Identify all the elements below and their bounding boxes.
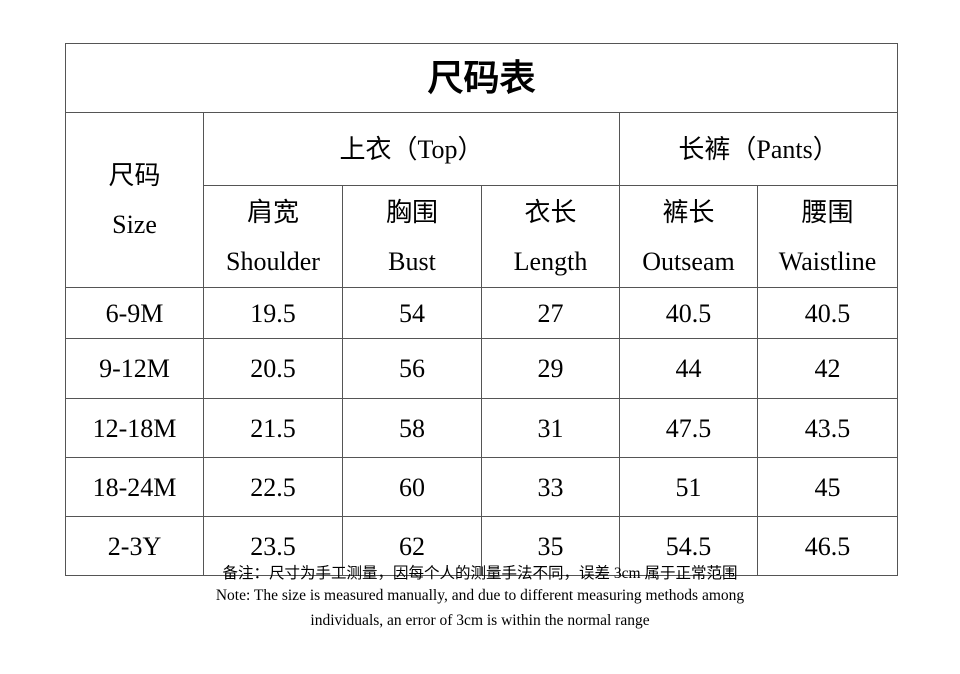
column-header-bust: 胸围 Bust (342, 185, 482, 289)
header-cn: 腰围 (801, 197, 854, 227)
value-cell: 45 (756, 457, 899, 518)
size-chart-table: 尺码表 尺码 Size 上衣（Top） 长裤（Pants） 肩宽 Shoulder … (64, 42, 899, 577)
value-cell: 44 (619, 338, 758, 400)
pants-group-header: 长裤（Pants） (618, 112, 899, 187)
table-row: 18-24M 22.5 60 33 51 45 (65, 457, 899, 518)
note-en-line2: individuals, an error of 3cm is within t… (310, 612, 650, 629)
value-cell: 47.5 (619, 398, 758, 459)
header-en: Outseam (642, 246, 735, 276)
header-en: Bust (388, 246, 436, 276)
value-cell: 46.5 (756, 516, 899, 577)
size-cell: 18-24M (65, 457, 204, 518)
header-cn: 肩宽 (246, 197, 299, 227)
value-cell: 20.5 (203, 338, 343, 400)
size-header: 尺码 Size (65, 112, 204, 289)
value-cell: 54.5 (619, 516, 758, 577)
note-cn: 备注：尺寸为手工测量，因每个人的测量手法不同，误差 3cm 属于正常范围 (222, 565, 738, 582)
column-header-outseam: 裤长 Outseam (619, 185, 758, 289)
value-cell: 51 (619, 457, 758, 518)
column-header-shoulder: 肩宽 Shoulder (203, 185, 343, 289)
value-cell: 40.5 (756, 287, 899, 340)
column-header-row: 肩宽 Shoulder 胸围 Bust 衣长 Length 裤长 Outseam 腰围 W… (66, 185, 899, 289)
size-cell: 2-3Y (65, 516, 204, 577)
value-cell: 23.5 (203, 516, 343, 577)
top-group-header: 上衣（Top） (203, 112, 620, 187)
value-cell: 21.5 (203, 398, 343, 459)
header-cn: 衣长 (524, 197, 577, 227)
size-cell: 9-12M (65, 338, 204, 400)
value-cell: 56 (342, 338, 482, 400)
value-cell: 33 (481, 457, 620, 518)
column-header-waistline: 腰围 Waistline (756, 185, 899, 289)
value-cell: 27 (481, 287, 620, 340)
header-en: Waistline (778, 246, 877, 276)
value-cell: 22.5 (203, 457, 343, 518)
header-cn: 胸围 (385, 197, 438, 227)
value-cell: 58 (342, 398, 482, 459)
table-row: 12-18M 21.5 58 31 47.5 43.5 (65, 398, 899, 459)
table-row: 9-12M 20.5 56 29 44 42 (65, 338, 899, 400)
value-cell: 35 (481, 516, 620, 577)
value-cell: 29 (481, 338, 620, 400)
table-row: 2-3Y 23.5 62 35 54.5 46.5 (65, 516, 899, 577)
value-cell: 42 (756, 338, 899, 400)
note-en-line1: Note: The size is measured manually, and… (215, 587, 745, 604)
header-cn: 裤长 (662, 197, 715, 227)
table-row: 6-9M 19.5 54 27 40.5 40.5 (65, 287, 899, 340)
value-cell: 40.5 (619, 287, 758, 340)
value-cell: 54 (342, 287, 482, 340)
size-cell: 6-9M (65, 287, 204, 340)
header-en: Length (513, 246, 588, 276)
size-header-en: Size (112, 210, 157, 240)
value-cell: 62 (342, 516, 482, 577)
size-header-cn: 尺码 (108, 161, 161, 190)
header-en: Shoulder (226, 246, 320, 276)
value-cell: 19.5 (203, 287, 343, 340)
value-cell: 43.5 (756, 398, 899, 459)
value-cell: 60 (342, 457, 482, 518)
value-cell: 31 (481, 398, 620, 459)
size-cell: 12-18M (65, 398, 204, 459)
table-title: 尺码表 (64, 42, 899, 114)
column-header-length: 衣长 Length (481, 185, 620, 289)
